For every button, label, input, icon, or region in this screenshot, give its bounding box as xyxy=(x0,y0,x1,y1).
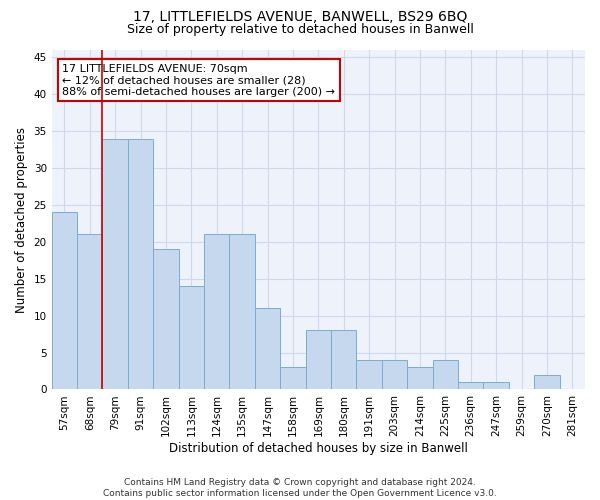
Bar xyxy=(356,360,382,390)
Y-axis label: Number of detached properties: Number of detached properties xyxy=(15,126,28,312)
Bar xyxy=(77,234,103,390)
Text: Contains HM Land Registry data © Crown copyright and database right 2024.
Contai: Contains HM Land Registry data © Crown c… xyxy=(103,478,497,498)
Text: 17, LITTLEFIELDS AVENUE, BANWELL, BS29 6BQ: 17, LITTLEFIELDS AVENUE, BANWELL, BS29 6… xyxy=(133,10,467,24)
Bar xyxy=(153,249,179,390)
Bar xyxy=(534,374,560,390)
Bar xyxy=(331,330,356,390)
Bar xyxy=(407,368,433,390)
Bar xyxy=(179,286,204,390)
Bar xyxy=(52,212,77,390)
Bar xyxy=(484,382,509,390)
Text: Size of property relative to detached houses in Banwell: Size of property relative to detached ho… xyxy=(127,22,473,36)
Bar xyxy=(382,360,407,390)
Bar xyxy=(280,368,305,390)
Bar xyxy=(128,138,153,390)
Bar xyxy=(229,234,255,390)
Bar xyxy=(433,360,458,390)
Bar xyxy=(305,330,331,390)
Bar xyxy=(103,138,128,390)
Bar xyxy=(458,382,484,390)
Text: 17 LITTLEFIELDS AVENUE: 70sqm
← 12% of detached houses are smaller (28)
88% of s: 17 LITTLEFIELDS AVENUE: 70sqm ← 12% of d… xyxy=(62,64,335,97)
Bar xyxy=(255,308,280,390)
X-axis label: Distribution of detached houses by size in Banwell: Distribution of detached houses by size … xyxy=(169,442,468,455)
Bar xyxy=(204,234,229,390)
